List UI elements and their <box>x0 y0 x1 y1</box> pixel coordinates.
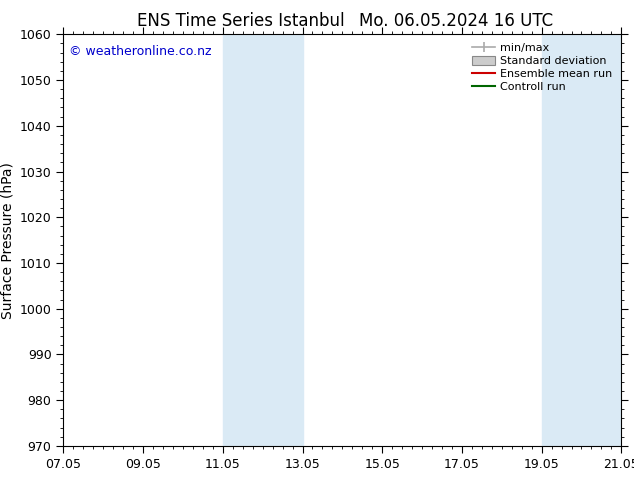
Bar <box>541 34 621 446</box>
Legend: min/max, Standard deviation, Ensemble mean run, Controll run: min/max, Standard deviation, Ensemble me… <box>469 40 616 95</box>
Y-axis label: Surface Pressure (hPa): Surface Pressure (hPa) <box>0 162 14 318</box>
Text: © weatheronline.co.nz: © weatheronline.co.nz <box>69 45 212 58</box>
Text: Mo. 06.05.2024 16 UTC: Mo. 06.05.2024 16 UTC <box>359 12 553 30</box>
Bar <box>223 34 302 446</box>
Text: ENS Time Series Istanbul: ENS Time Series Istanbul <box>137 12 345 30</box>
